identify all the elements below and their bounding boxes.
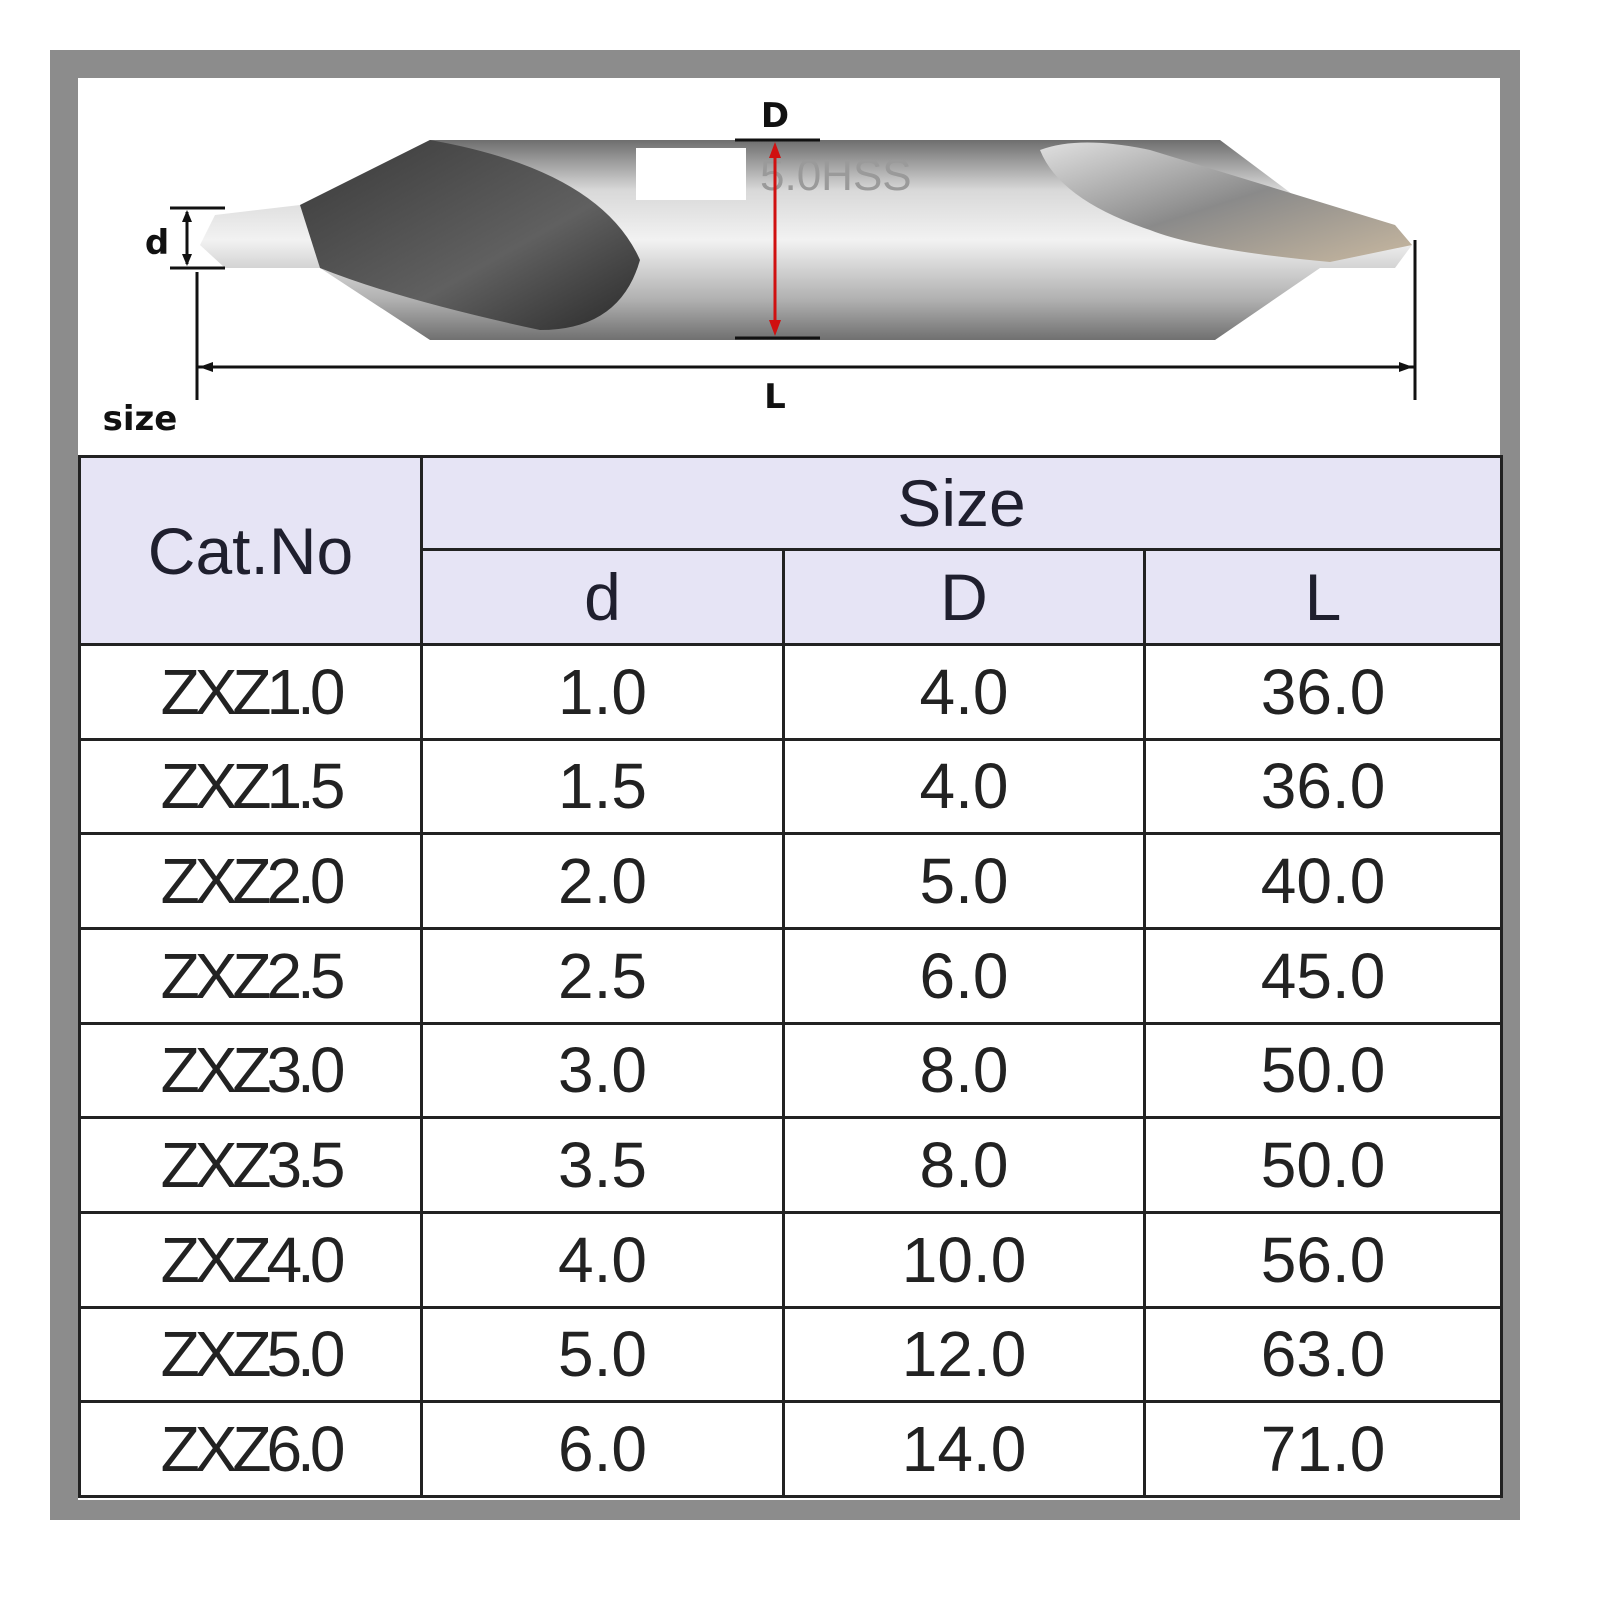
size-cell: 36.0: [1143, 643, 1503, 741]
label-d: d: [145, 223, 169, 263]
cat-no-cell: ZXZ6.0: [78, 1400, 423, 1498]
size-cell: 71.0: [1143, 1400, 1503, 1498]
size-cell: 6.0: [420, 1400, 785, 1498]
size-cell: 63.0: [1143, 1305, 1503, 1404]
cat-no-cell: ZXZ3.0: [78, 1021, 423, 1120]
size-cell: 3.5: [420, 1116, 785, 1214]
cat-no-cell: ZXZ2.5: [78, 926, 423, 1025]
table-row: ZXZ3.0 3.0 8.0 50.0: [78, 1021, 1503, 1120]
size-cell: 50.0: [1143, 1116, 1503, 1214]
header-cell: Size: [420, 455, 1503, 551]
size-cell: 45.0: [1143, 926, 1503, 1025]
table-row: ZXZ1.5 1.5 4.0 36.0: [78, 737, 1503, 836]
size-cell: 4.0: [782, 643, 1146, 741]
size-cell: 36.0: [1143, 737, 1503, 836]
table-row: ZXZ6.0 6.0 14.0 71.0: [78, 1400, 1503, 1498]
size-cell: 50.0: [1143, 1021, 1503, 1120]
size-cell: 12.0: [782, 1305, 1146, 1404]
subheader-cell: D: [782, 548, 1146, 646]
size-cell: 10.0: [782, 1210, 1146, 1309]
drill: 5.0HSS: [200, 140, 1412, 340]
header-cell: Cat.No: [78, 455, 423, 646]
size-cell: 8.0: [782, 1021, 1146, 1120]
table-row: ZXZ4.0 4.0 10.0 56.0: [78, 1210, 1503, 1309]
size-cell: 6.0: [782, 926, 1146, 1025]
cat-no-cell: ZXZ3.5: [78, 1116, 423, 1214]
size-cell: 5.0: [782, 832, 1146, 930]
size-cell: 8.0: [782, 1116, 1146, 1214]
size-cell: 56.0: [1143, 1210, 1503, 1309]
cat-no-cell: ZXZ4.0: [78, 1210, 423, 1309]
subheader-cell: d: [420, 548, 785, 646]
table-row: ZXZ2.0 2.0 5.0 40.0: [78, 832, 1503, 930]
size-cell: 3.0: [420, 1021, 785, 1120]
cat-no-cell: ZXZ1.0: [78, 643, 423, 741]
table-row: ZXZ2.5 2.5 6.0 45.0: [78, 926, 1503, 1025]
subheader-cell: L: [1143, 548, 1503, 646]
size-cell: 14.0: [782, 1400, 1146, 1498]
size-cell: 2.0: [420, 832, 785, 930]
table-row: ZXZ5.0 5.0 12.0 63.0: [78, 1305, 1503, 1404]
cat-no-cell: ZXZ1.5: [78, 737, 423, 836]
size-cell: 5.0: [420, 1305, 785, 1404]
cat-no-cell: ZXZ2.0: [78, 832, 423, 930]
label-L: L: [764, 377, 786, 417]
label-D: D: [761, 96, 789, 136]
size-cell: 4.0: [782, 737, 1146, 836]
size-cell: 40.0: [1143, 832, 1503, 930]
size-cell: 4.0: [420, 1210, 785, 1309]
caption: size: [103, 399, 178, 439]
drill-diagram: 5.0HSS D d L size: [103, 96, 1417, 439]
table-row: ZXZ3.5 3.5 8.0 50.0: [78, 1116, 1503, 1214]
size-cell: 2.5: [420, 926, 785, 1025]
engraving: 5.0HSS: [760, 151, 912, 200]
size-cell: 1.0: [420, 643, 785, 741]
size-cell: 1.5: [420, 737, 785, 836]
cat-no-cell: ZXZ5.0: [78, 1305, 423, 1404]
table-row: ZXZ1.0 1.0 4.0 36.0: [78, 643, 1503, 741]
